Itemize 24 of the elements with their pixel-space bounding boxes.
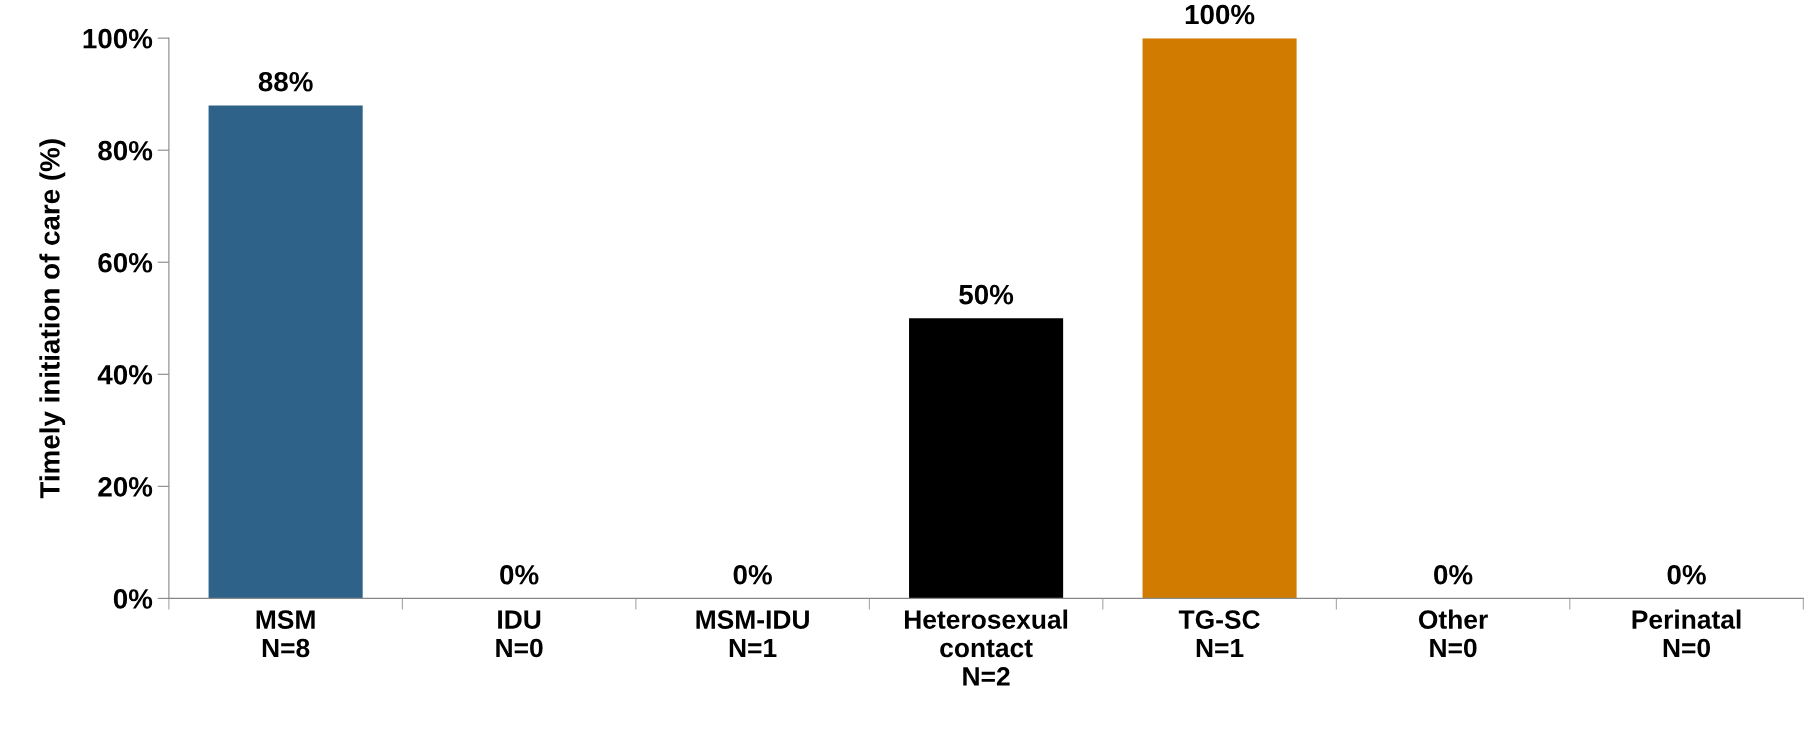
x-tick-label: Perinatal N=0 [1632, 609, 1741, 658]
data-label: 100% [1185, 4, 1255, 25]
x-tick-label: MSM N=8 [256, 610, 315, 658]
bar [909, 318, 1064, 599]
y-tick-label: 60% [98, 252, 153, 273]
data-label: 0% [500, 564, 539, 585]
x-tick-label: TG-SC N=1 [1178, 610, 1260, 658]
data-label: 88% [258, 71, 313, 92]
y-tick-label: 80% [98, 140, 153, 161]
y-tick-label: 0% [113, 589, 153, 609]
bar [208, 105, 363, 599]
x-tick-label: MSM-IDU N=1 [696, 610, 809, 658]
bar [1142, 38, 1297, 599]
y-axis-title: Timely initiation of care (%) [39, 139, 66, 499]
data-label: 50% [959, 284, 1014, 305]
x-tick-label: Other N=0 [1418, 609, 1488, 658]
x-tick-label: Heterosexual contact N=2 [904, 609, 1068, 686]
y-tick-label: 20% [98, 477, 153, 497]
y-tick-label: 40% [97, 364, 153, 385]
data-label: 0% [1667, 564, 1706, 585]
x-tick-label: IDU N=0 [496, 610, 543, 658]
data-label: 0% [1434, 564, 1473, 585]
data-label: 0% [733, 564, 772, 585]
y-tick-label: 100% [83, 28, 153, 49]
